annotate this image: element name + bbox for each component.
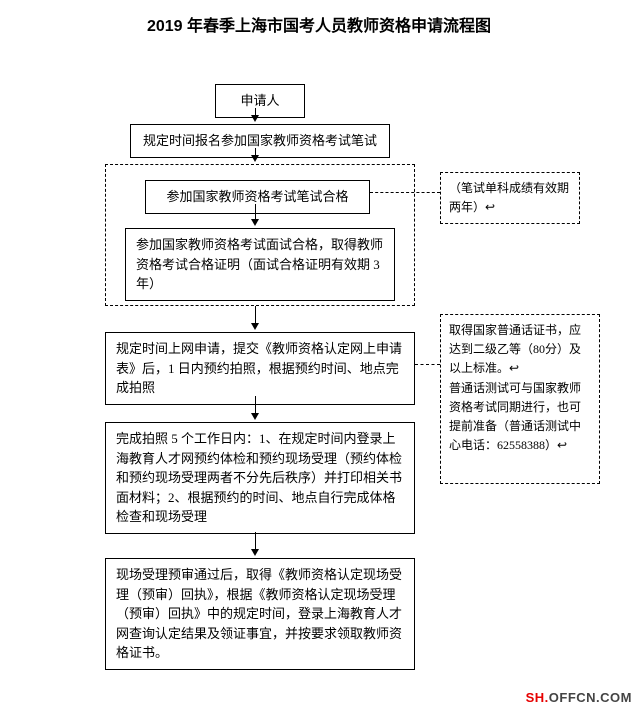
arrow-a2 bbox=[251, 148, 259, 162]
note-note1: （笔试单科成绩有效期两年）↩ bbox=[440, 172, 580, 224]
arrow-a3 bbox=[251, 204, 259, 226]
flow-node-n6: 完成拍照 5 个工作日内：1、在规定时间内登录上海教育人才网预约体检和预约现场受… bbox=[105, 422, 415, 534]
flow-node-n7: 现场受理预审通过后，取得《教师资格认定现场受理（预审）回执》，根据《教师资格认定… bbox=[105, 558, 415, 670]
connector-hconn1 bbox=[370, 192, 440, 193]
arrow-a1 bbox=[251, 108, 259, 122]
flow-node-n2: 规定时间报名参加国家教师资格考试笔试 bbox=[130, 124, 390, 158]
page-title: 2019 年春季上海市国考人员教师资格申请流程图 bbox=[0, 0, 638, 44]
note-note2: 取得国家普通话证书，应达到二级乙等（80分）及以上标准。↩ 普通话测试可与国家教… bbox=[440, 314, 600, 484]
flow-node-n4: 参加国家教师资格考试面试合格，取得教师资格考试合格证明（面试合格证明有效期 3 … bbox=[125, 228, 395, 301]
flow-node-n5: 规定时间上网申请，提交《教师资格认定网上申请表》后，1 日内预约拍照，根据预约时… bbox=[105, 332, 415, 405]
watermark-grey: OFFCN.COM bbox=[549, 690, 632, 705]
connector-hconn2 bbox=[415, 364, 440, 365]
arrow-a6 bbox=[251, 532, 259, 556]
watermark: SH.OFFCN.COM bbox=[526, 690, 632, 705]
watermark-red: SH. bbox=[526, 690, 549, 705]
flow-node-n1: 申请人 bbox=[215, 84, 305, 118]
arrow-a4 bbox=[251, 306, 259, 330]
arrow-a5 bbox=[251, 396, 259, 420]
